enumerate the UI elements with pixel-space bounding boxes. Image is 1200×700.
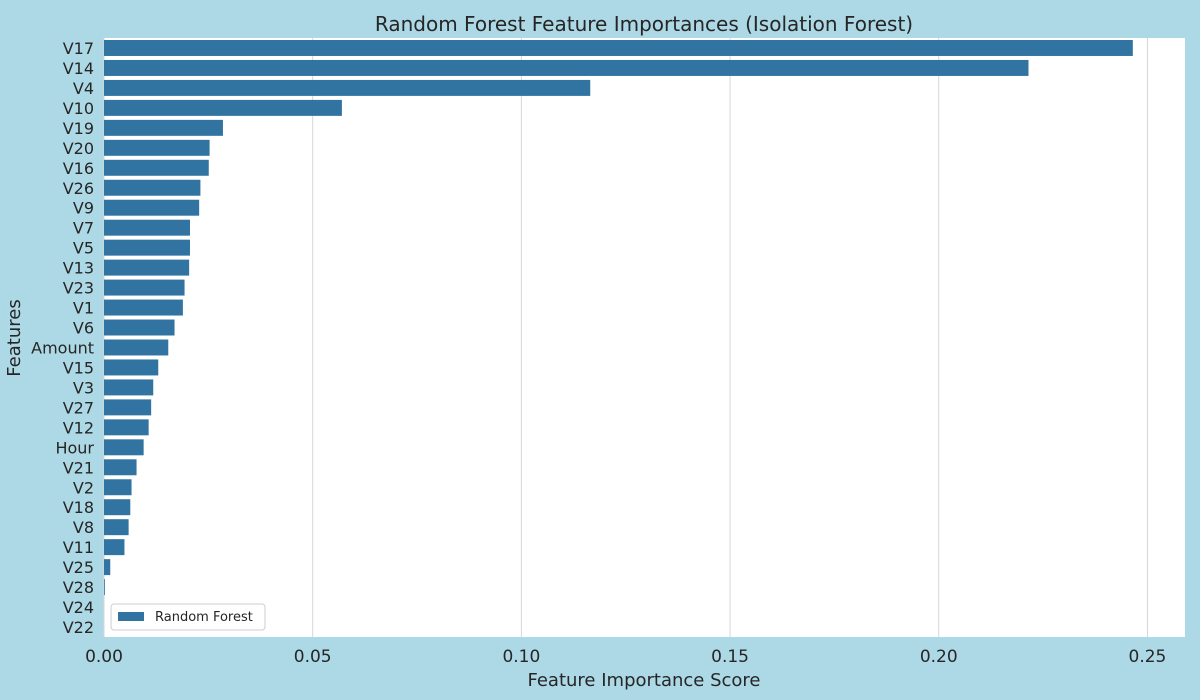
y-tick-label: V2: [73, 478, 94, 497]
y-tick-label: V12: [63, 418, 94, 437]
y-tick-label: V27: [63, 398, 94, 417]
y-tick-label: V10: [63, 99, 94, 118]
y-tick-label: V5: [73, 239, 94, 258]
bar-v10: [104, 99, 342, 116]
y-tick-label: V8: [73, 518, 94, 537]
y-tick-label: V13: [63, 259, 94, 278]
legend-box: [110, 603, 266, 631]
bar-hour: [104, 439, 144, 456]
y-tick-label: V4: [73, 79, 94, 98]
y-tick-label: V6: [73, 319, 94, 338]
bar-v2: [104, 479, 132, 496]
y-tick-label: V16: [63, 159, 94, 178]
bar-v3: [104, 379, 154, 396]
y-tick-label: V26: [63, 179, 94, 198]
legend-label: Random Forest: [155, 610, 253, 625]
y-tick-label: V25: [63, 558, 94, 577]
y-tick-label: V19: [63, 119, 94, 138]
y-tick-label: V18: [63, 498, 94, 517]
y-tick-label: Amount: [31, 338, 94, 357]
bar-v17: [104, 39, 1133, 56]
bar-v27: [104, 399, 152, 416]
bar-v25: [104, 559, 111, 576]
y-tick-label: V24: [63, 598, 94, 617]
y-axis-label: Features: [4, 299, 25, 376]
y-tick-label: V20: [63, 139, 94, 158]
y-tick-label: V3: [73, 378, 94, 397]
x-tick-label: 0.00: [85, 647, 123, 667]
x-tick-label: 0.20: [920, 647, 958, 667]
bar-v28: [104, 579, 105, 596]
bars: [104, 39, 1133, 596]
bar-v12: [104, 419, 149, 436]
bar-v18: [104, 499, 131, 516]
bar-amount: [104, 339, 169, 356]
x-tick-label: 0.10: [502, 647, 540, 667]
y-tick-labels: V17V14V4V10V19V20V16V26V9V7V5V13V23V1V6A…: [31, 39, 94, 637]
x-tick-labels: 0.00 0.05 0.10 0.15 0.20 0.25: [85, 647, 1166, 667]
bar-v9: [104, 199, 200, 216]
bar-v20: [104, 139, 210, 156]
bar-v26: [104, 179, 201, 196]
bar-v15: [104, 359, 159, 376]
y-tick-label: V22: [63, 618, 94, 637]
x-tick-label: 0.05: [294, 647, 332, 667]
y-tick-label: V15: [63, 358, 94, 377]
bar-v7: [104, 219, 190, 236]
chart-title: Random Forest Feature Importances (Isola…: [375, 12, 913, 36]
bar-v8: [104, 519, 129, 536]
y-tick-label: V11: [63, 538, 94, 557]
bar-v23: [104, 279, 185, 296]
x-tick-label: 0.15: [711, 647, 749, 667]
plot-area: [104, 38, 1185, 637]
x-axis-label: Feature Importance Score: [527, 670, 760, 691]
bar-v16: [104, 159, 209, 176]
y-tick-label: V9: [73, 199, 94, 218]
grid-lines: [103, 38, 1148, 637]
y-tick-label: V28: [63, 578, 94, 597]
y-tick-label: V1: [73, 299, 94, 318]
bar-v4: [104, 79, 591, 96]
bar-v1: [104, 299, 183, 316]
y-tick-label: V21: [63, 458, 94, 477]
y-tick-label: V23: [63, 279, 94, 298]
bar-v6: [104, 319, 175, 336]
legend-swatch: [118, 612, 144, 621]
bar-v19: [104, 119, 223, 136]
legend: Random Forest: [110, 603, 266, 631]
x-tick-label: 0.25: [1129, 647, 1167, 667]
bar-v11: [104, 539, 125, 556]
bar-v13: [104, 259, 190, 276]
bar-v21: [104, 459, 137, 476]
y-tick-label: V17: [63, 39, 94, 58]
y-tick-label: Hour: [55, 438, 94, 457]
bar-v14: [104, 59, 1029, 76]
bar-v5: [104, 239, 190, 256]
y-tick-label: V14: [63, 59, 94, 78]
y-tick-label: V7: [73, 219, 94, 238]
